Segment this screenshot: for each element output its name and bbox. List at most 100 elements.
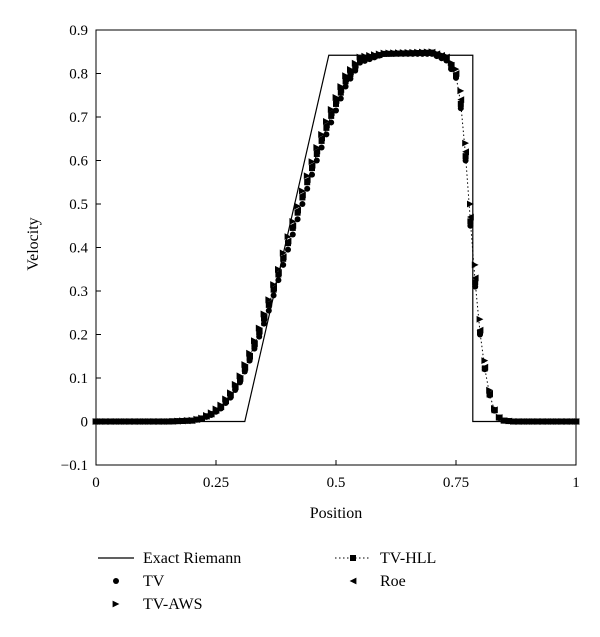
data-point [275,269,282,277]
x-axis-ticks: 0 0.25 0.5 0.75 1 [92,460,580,491]
data-point [371,52,378,59]
series-roe [92,48,580,425]
data-point [309,165,315,172]
data-point [462,153,469,160]
data-point [285,240,291,247]
data-point [375,51,383,58]
data-point [289,224,296,231]
data-point [457,96,465,103]
data-point [265,301,272,308]
data-point [231,383,239,391]
data-point [327,109,335,117]
data-point [280,255,287,262]
data-point [457,87,465,95]
data-point [519,418,527,425]
data-point [183,417,191,425]
x-axis-title: Position [310,505,362,522]
data-point [510,418,517,425]
data-point [347,68,354,76]
data-point [280,261,287,268]
data-point [270,281,277,288]
data-point [193,416,201,423]
data-point [342,75,349,83]
data-point [121,418,129,425]
data-point [308,161,316,169]
data-point [289,218,297,225]
data-point [251,337,258,344]
data-point [500,417,508,425]
data-point [380,50,388,57]
data-point [337,86,345,93]
data-point [467,213,474,221]
legend: Exact Riemann TV TV-HLL TV-AWS Roe [98,550,436,613]
data-point [342,72,349,80]
legend-item-tv-aws: TV-AWS [112,596,202,613]
data-point [443,53,450,61]
data-point [462,139,469,147]
data-point [515,418,522,425]
legend-item-exact-riemann: Exact Riemann [98,550,241,567]
data-point [477,329,483,336]
data-point [347,71,354,78]
data-point [462,148,469,156]
x-tick-label: 1 [572,475,580,491]
data-point [472,279,479,286]
series-layer [92,48,580,425]
data-point [111,418,119,425]
data-point [313,147,321,155]
y-tick-label: 0.3 [69,284,88,300]
data-point [318,134,325,142]
data-point [558,418,565,425]
data-point [323,121,330,129]
data-point [342,78,349,85]
legend-item-roe: Roe [349,573,406,590]
data-point [294,202,301,210]
data-point [447,59,455,67]
data-point [448,63,455,70]
data-point [294,209,301,216]
data-point [174,417,181,425]
data-point [227,391,234,399]
x-tick-label: 0 [92,475,100,491]
data-point [476,315,484,323]
data-point [131,418,138,425]
data-point [155,418,162,425]
data-point [279,253,287,261]
x-tick-label: 0.25 [203,475,229,491]
data-point [255,324,263,332]
data-point [304,179,311,186]
data-point [543,418,551,425]
data-point [260,313,268,321]
data-point [529,418,537,425]
data-point [548,418,556,425]
data-point [481,363,489,371]
y-axis-title: Velocity [25,217,42,270]
data-point [275,265,282,273]
data-point [323,124,330,131]
data-point [524,418,532,425]
y-tick-label: 0.4 [69,241,88,257]
data-point [203,412,210,420]
plot-area [95,29,577,466]
data-point [265,299,273,307]
data-point [236,372,244,380]
data-point [419,49,426,56]
y-tick-label: 0.5 [69,197,88,213]
data-point [275,271,282,278]
data-point [337,89,344,96]
data-point [255,327,263,335]
data-point [351,61,359,69]
data-point [246,352,253,360]
data-point [265,307,272,314]
data-point [409,49,417,57]
data-point [284,233,292,241]
data-point [246,349,253,357]
data-point [471,274,479,282]
data-point [107,418,114,425]
data-point [241,363,249,371]
data-point [385,49,393,57]
data-point [102,418,109,425]
data-point [236,375,244,382]
data-point [467,218,474,225]
